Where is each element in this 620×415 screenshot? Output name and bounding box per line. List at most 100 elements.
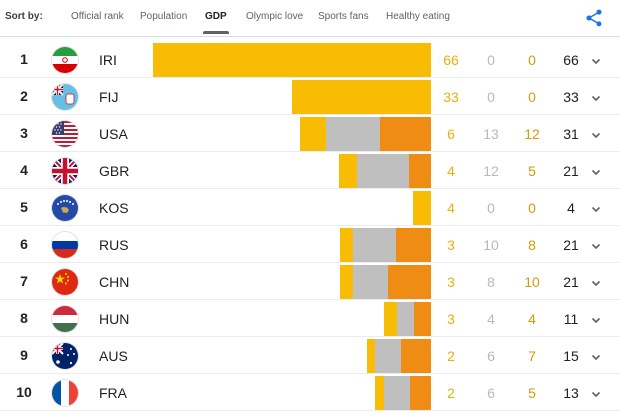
gold-count: 66 (443, 52, 459, 68)
table-row[interactable]: 2 FIJ 33 0 0 33 (0, 79, 620, 115)
sort-by-label: Sort by: (5, 11, 43, 22)
medal-bar (0, 154, 431, 188)
medal-bar (0, 43, 431, 77)
country-code: IRI (99, 52, 117, 68)
medal-bar (0, 80, 431, 114)
table-row[interactable]: 3 USA 6 13 12 31 (0, 116, 620, 152)
silver-bar-segment (325, 117, 381, 151)
total-count: 4 (567, 200, 575, 216)
silver-count: 0 (487, 52, 495, 68)
chevron-down-icon[interactable] (590, 276, 602, 288)
country-code: USA (99, 126, 128, 142)
bronze-bar-segment (387, 265, 431, 299)
rank-number: 1 (20, 51, 28, 67)
country-code: KOS (99, 200, 129, 216)
bronze-count: 0 (528, 52, 536, 68)
total-count: 33 (563, 89, 579, 105)
rank-number: 2 (20, 88, 28, 104)
country-code: RUS (99, 237, 129, 253)
tab-official-rank[interactable]: Official rank (71, 11, 124, 22)
silver-count: 10 (483, 237, 499, 253)
gold-bar-segment (383, 302, 397, 336)
bronze-bar-segment (380, 117, 431, 151)
share-icon[interactable] (584, 8, 604, 28)
table-row[interactable]: 4 GBR 4 12 5 21 (0, 153, 620, 189)
country-code: AUS (99, 348, 128, 364)
total-count: 21 (563, 274, 579, 290)
gold-count: 3 (447, 274, 455, 290)
table-row[interactable]: 7 CHN 3 8 10 21 (0, 264, 620, 300)
silver-count: 0 (487, 89, 495, 105)
bronze-count: 0 (528, 89, 536, 105)
tab-olympic-love[interactable]: Olympic love (246, 11, 304, 22)
medal-bar (0, 339, 431, 373)
rank-number: 9 (20, 347, 28, 363)
gold-count: 33 (443, 89, 459, 105)
tab-population[interactable]: Population (140, 11, 188, 22)
bronze-bar-segment (401, 339, 431, 373)
rank-number: 4 (20, 162, 28, 178)
gold-count: 2 (447, 348, 455, 364)
country-code: GBR (99, 163, 130, 179)
gold-bar-segment (291, 80, 431, 114)
silver-count: 8 (487, 274, 495, 290)
bronze-count: 8 (528, 237, 536, 253)
bronze-count: 5 (528, 385, 536, 401)
country-code: FIJ (99, 89, 119, 105)
total-count: 13 (563, 385, 579, 401)
bronze-count: 7 (528, 348, 536, 364)
table-row[interactable]: 8 HUN 3 4 4 11 (0, 301, 620, 337)
chevron-down-icon[interactable] (590, 165, 602, 177)
gold-count: 4 (447, 200, 455, 216)
silver-count: 4 (487, 311, 495, 327)
tab-sports-fans[interactable]: Sports fans (318, 11, 369, 22)
silver-count: 0 (487, 200, 495, 216)
rank-number: 3 (20, 125, 28, 141)
country-code: HUN (99, 311, 130, 327)
bronze-bar-segment (413, 302, 431, 336)
total-count: 66 (563, 52, 579, 68)
chevron-down-icon[interactable] (590, 54, 602, 66)
bronze-bar-segment (409, 154, 431, 188)
sort-toolbar: Sort by: Official rank Population GDP Ol… (0, 0, 620, 37)
hungary-flag-icon (52, 306, 78, 332)
chevron-down-icon[interactable] (590, 202, 602, 214)
rank-number: 6 (20, 236, 28, 252)
chevron-down-icon[interactable] (590, 350, 602, 362)
table-row[interactable]: 10 FRA 2 6 5 13 (0, 375, 620, 411)
tab-gdp[interactable]: GDP (205, 11, 227, 22)
gold-bar-segment (340, 228, 354, 262)
kosovo-flag-icon (52, 195, 78, 221)
silver-count: 12 (483, 163, 499, 179)
gold-bar-segment (340, 265, 354, 299)
iran-flag-icon (52, 47, 78, 73)
medal-bar (0, 191, 431, 225)
chevron-down-icon[interactable] (590, 91, 602, 103)
gold-bar-segment (413, 191, 431, 225)
silver-count: 6 (487, 348, 495, 364)
rank-number: 5 (20, 199, 28, 215)
silver-bar-segment (356, 154, 410, 188)
medal-bar (0, 228, 431, 262)
medal-bar (0, 376, 431, 410)
gold-count: 4 (447, 163, 455, 179)
country-code: CHN (99, 274, 130, 290)
chevron-down-icon[interactable] (590, 387, 602, 399)
gold-bar-segment (152, 43, 431, 77)
chevron-down-icon[interactable] (590, 239, 602, 251)
silver-bar-segment (383, 376, 410, 410)
tab-healthy-eating[interactable]: Healthy eating (386, 11, 450, 22)
country-code: FRA (99, 385, 127, 401)
table-row[interactable]: 9 AUS 2 6 7 15 (0, 338, 620, 374)
medal-bar (0, 117, 431, 151)
table-row[interactable]: 1 IRI 66 0 0 66 (0, 42, 620, 78)
bronze-bar-segment (409, 376, 431, 410)
table-row[interactable]: 5 KOS 4 0 0 4 (0, 190, 620, 226)
france-flag-icon (52, 380, 78, 406)
active-tab-indicator (203, 31, 229, 34)
rank-number: 7 (20, 273, 28, 289)
chevron-down-icon[interactable] (590, 128, 602, 140)
chevron-down-icon[interactable] (590, 313, 602, 325)
table-row[interactable]: 6 RUS 3 10 8 21 (0, 227, 620, 263)
gold-bar-segment (300, 117, 326, 151)
